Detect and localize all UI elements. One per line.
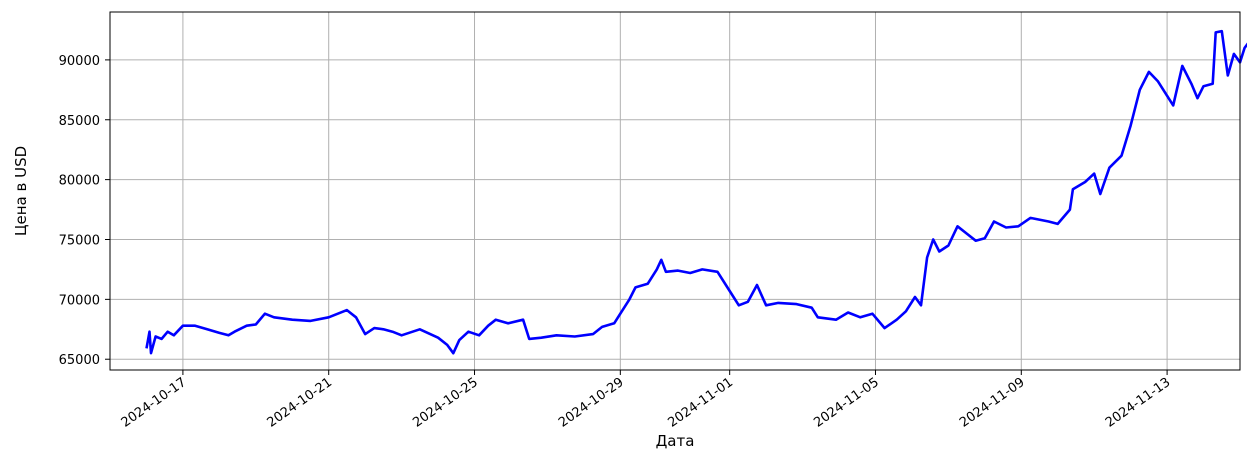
x-tick-label: 2024-10-25: [410, 375, 481, 431]
price-line: [145, 29, 1247, 355]
plot-frame: [109, 11, 1241, 371]
grid-lines: [110, 12, 1240, 370]
x-tick-label: 2024-11-13: [1103, 375, 1174, 431]
x-tick-label: 2024-11-05: [811, 375, 882, 431]
y-tick-label: 85000: [59, 114, 100, 129]
x-tick-label: 2024-11-09: [957, 375, 1028, 431]
x-tick-label: 2024-10-21: [265, 375, 336, 431]
x-axis-label: Дата: [656, 432, 695, 450]
y-tick-label: 80000: [59, 174, 100, 189]
y-tick-label: 75000: [59, 233, 100, 248]
x-tick-label: 2024-10-29: [556, 375, 627, 431]
y-tick-label: 65000: [59, 353, 100, 368]
y-axis-label: Цена в USD: [12, 146, 30, 236]
x-tick-label: 2024-10-17: [119, 375, 190, 431]
axis-ticks: 2024-10-17 2024-10-21 2024-10-25 2024-10-29…: [59, 54, 1174, 431]
x-tick-label: 2024-11-01: [665, 375, 736, 431]
y-tick-label: 70000: [59, 293, 100, 308]
y-tick-label: 90000: [59, 54, 100, 69]
